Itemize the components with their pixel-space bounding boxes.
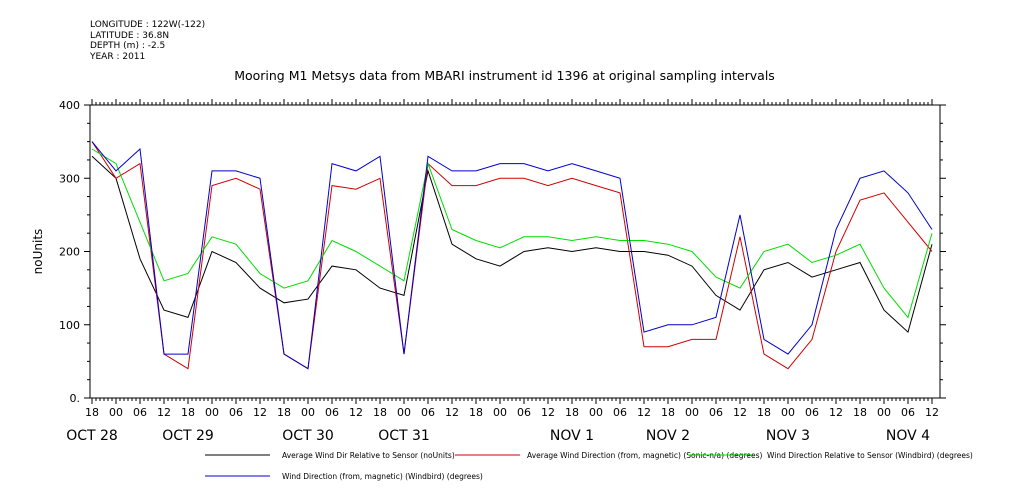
- x-tick-label: 06: [613, 406, 627, 419]
- legend-label: Average Wind Direction (from, magnetic) …: [527, 451, 763, 460]
- y-tick-label: 0.: [70, 392, 81, 405]
- x-tick-label: 12: [349, 406, 363, 419]
- metadata-block: LONGITUDE : 122W(-122) LATITUDE : 36.8N …: [90, 20, 205, 62]
- x-tick-label: 00: [301, 406, 315, 419]
- x-date-label: NOV 2: [646, 428, 690, 444]
- x-tick-label: 12: [829, 406, 843, 419]
- x-tick-label: 12: [925, 406, 939, 419]
- x-tick-label: 06: [901, 406, 915, 419]
- x-tick-label: 18: [757, 406, 771, 419]
- x-tick-label: 12: [637, 406, 651, 419]
- x-date-label: OCT 30: [282, 428, 334, 444]
- x-tick-label: 12: [733, 406, 747, 419]
- series-line-1: [91, 155, 933, 334]
- series-line-2: [91, 141, 933, 370]
- x-tick-label: 00: [685, 406, 699, 419]
- x-date-label: OCT 29: [162, 428, 214, 444]
- series-line-3: [91, 148, 933, 319]
- latitude-line: LATITUDE : 36.8N: [90, 30, 170, 41]
- y-tick-label: 300: [59, 172, 80, 185]
- x-tick-label: 18: [181, 406, 195, 419]
- x-tick-label: 06: [229, 406, 243, 419]
- y-axis-label: noUnits: [31, 229, 45, 275]
- legend-label: Wind Direction Relative to Sensor (Windb…: [767, 451, 973, 460]
- y-tick-label: 200: [59, 246, 80, 259]
- x-tick-label: 06: [133, 406, 147, 419]
- legend-label: Average Wind Dir Relative to Sensor (noU…: [282, 451, 455, 460]
- depth-line: DEPTH (m) : -2.5: [90, 41, 166, 51]
- x-tick-label: 00: [877, 406, 891, 419]
- x-date-label: NOV 3: [766, 428, 810, 444]
- year-line: YEAR : 2011: [90, 51, 146, 62]
- x-tick-label: 00: [493, 406, 507, 419]
- x-tick-label: 06: [805, 406, 819, 419]
- x-tick-label: 18: [373, 406, 387, 419]
- x-tick-label: 12: [541, 406, 555, 419]
- x-tick-label: 00: [781, 406, 795, 419]
- x-tick-label: 18: [661, 406, 675, 419]
- x-tick-label: 00: [205, 406, 219, 419]
- x-date-label: NOV 4: [886, 428, 930, 444]
- x-tick-label: 18: [277, 406, 291, 419]
- x-tick-label: 06: [709, 406, 723, 419]
- x-tick-label: 00: [397, 406, 411, 419]
- x-tick-label: 18: [853, 406, 867, 419]
- y-tick-label: 100: [59, 319, 80, 332]
- x-tick-label: 12: [253, 406, 267, 419]
- x-tick-label: 12: [445, 406, 459, 419]
- x-date-label: NOV 1: [550, 428, 594, 444]
- legend-label: Wind Direction (from, magnetic) (Windbir…: [282, 472, 483, 481]
- x-tick-label: 18: [565, 406, 579, 419]
- x-tick-label: 18: [85, 406, 99, 419]
- x-tick-label: 18: [469, 406, 483, 419]
- y-tick-label: 400: [59, 99, 80, 112]
- x-tick-label: 00: [589, 406, 603, 419]
- plot-frame: [89, 104, 941, 399]
- longitude-line: LONGITUDE : 122W(-122): [90, 20, 206, 30]
- x-tick-label: 00: [109, 406, 123, 419]
- chart-title: Mooring M1 Metsys data from MBARI instru…: [234, 68, 775, 83]
- x-date-label: OCT 31: [378, 428, 430, 444]
- x-tick-label: 06: [421, 406, 435, 419]
- x-date-label: OCT 28: [66, 428, 118, 444]
- series-line-4: [91, 141, 933, 370]
- x-tick-label: 06: [325, 406, 339, 419]
- x-tick-label: 06: [517, 406, 531, 419]
- x-tick-label: 12: [157, 406, 171, 419]
